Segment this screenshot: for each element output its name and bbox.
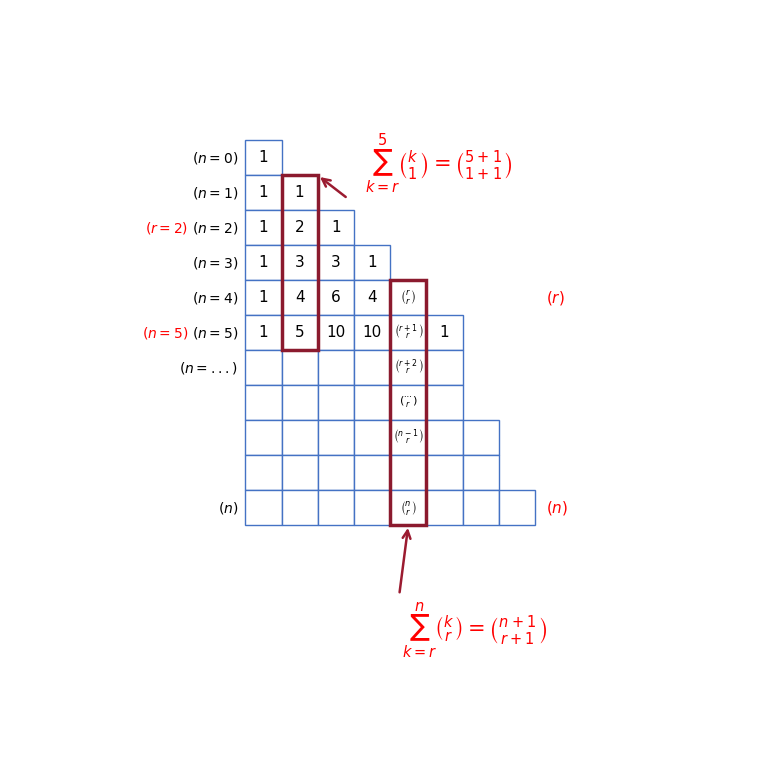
Bar <box>318 350 354 385</box>
Bar <box>245 315 281 350</box>
Bar <box>281 490 318 525</box>
Bar <box>281 315 318 350</box>
Text: 5: 5 <box>294 326 305 340</box>
Bar <box>390 315 426 350</box>
Bar <box>390 280 426 315</box>
Text: $\binom{r}{r}$: $\binom{r}{r}$ <box>400 288 416 307</box>
Text: 2: 2 <box>294 220 305 235</box>
Bar <box>245 350 281 385</box>
Bar <box>390 490 426 525</box>
Bar <box>354 280 390 315</box>
Text: 1: 1 <box>367 255 377 270</box>
Bar <box>281 385 318 420</box>
Bar <box>463 455 499 490</box>
Bar <box>426 385 463 420</box>
Text: $(n=3)$: $(n=3)$ <box>192 255 238 271</box>
Bar <box>281 420 318 455</box>
Text: 4: 4 <box>294 290 305 305</box>
Text: 6: 6 <box>331 290 340 305</box>
Text: $\sum_{k=r}^{5}\binom{k}{1} = \binom{5+1}{1+1}$: $\sum_{k=r}^{5}\binom{k}{1} = \binom{5+1… <box>365 132 513 195</box>
Bar <box>426 420 463 455</box>
Text: $\sum_{k=r}^{n}\binom{k}{r} = \binom{n+1}{r+1}$: $\sum_{k=r}^{n}\binom{k}{r} = \binom{n+1… <box>402 600 547 660</box>
Bar <box>281 176 318 350</box>
Bar <box>318 210 354 245</box>
Text: 3: 3 <box>331 255 340 270</box>
Bar <box>390 280 426 525</box>
Bar <box>245 420 281 455</box>
Bar <box>426 490 463 525</box>
Bar <box>245 280 281 315</box>
Text: $(n=4)$: $(n=4)$ <box>192 290 238 306</box>
Text: 1: 1 <box>259 220 268 235</box>
Text: $(n=0)$: $(n=0)$ <box>192 150 238 166</box>
Text: $(n=...)$: $(n=...)$ <box>179 360 238 375</box>
Bar <box>318 420 354 455</box>
Text: $\binom{\cdots}{r}$: $\binom{\cdots}{r}$ <box>399 395 418 410</box>
Bar <box>281 245 318 280</box>
Bar <box>318 245 354 280</box>
Text: $(r=2)$: $(r=2)$ <box>145 220 188 236</box>
Bar <box>463 420 499 455</box>
Bar <box>245 140 281 176</box>
Text: 1: 1 <box>259 326 268 340</box>
Bar <box>426 455 463 490</box>
Bar <box>354 385 390 420</box>
Bar <box>318 280 354 315</box>
Text: 10: 10 <box>326 326 345 340</box>
Text: 1: 1 <box>259 185 268 201</box>
Text: $\binom{r+2}{r}$: $\binom{r+2}{r}$ <box>393 358 423 378</box>
Bar <box>318 455 354 490</box>
Bar <box>245 385 281 420</box>
Bar <box>426 350 463 385</box>
Text: 1: 1 <box>294 185 305 201</box>
Text: $(n=2)$: $(n=2)$ <box>192 220 238 236</box>
Bar <box>354 455 390 490</box>
Bar <box>318 385 354 420</box>
Text: 10: 10 <box>362 326 382 340</box>
Bar <box>354 245 390 280</box>
Bar <box>390 420 426 455</box>
Text: 4: 4 <box>367 290 377 305</box>
Text: $(n)$: $(n)$ <box>217 500 238 516</box>
Bar <box>245 176 281 210</box>
Bar <box>390 350 426 385</box>
Bar <box>354 350 390 385</box>
Bar <box>281 280 318 315</box>
Bar <box>354 420 390 455</box>
Text: 1: 1 <box>331 220 340 235</box>
Text: 1: 1 <box>259 255 268 270</box>
Bar <box>463 490 499 525</box>
Text: $(r)$: $(r)$ <box>546 288 565 307</box>
Text: $(n=1)$: $(n=1)$ <box>192 185 238 201</box>
Bar <box>426 315 463 350</box>
Bar <box>281 455 318 490</box>
Bar <box>281 350 318 385</box>
Text: $(n=5)$: $(n=5)$ <box>142 325 188 341</box>
Bar <box>318 315 354 350</box>
Bar <box>245 455 281 490</box>
Bar <box>245 210 281 245</box>
Text: $(n)$: $(n)$ <box>546 499 568 516</box>
Text: $(n=5)$: $(n=5)$ <box>192 325 238 341</box>
Bar <box>390 385 426 420</box>
Text: $\binom{n-1}{r}$: $\binom{n-1}{r}$ <box>393 428 424 447</box>
Text: 1: 1 <box>259 151 268 165</box>
Bar <box>390 455 426 490</box>
Text: $\binom{r+1}{r}$: $\binom{r+1}{r}$ <box>393 323 423 342</box>
Text: $\binom{n}{r}$: $\binom{n}{r}$ <box>400 499 417 516</box>
Bar <box>245 245 281 280</box>
Text: 3: 3 <box>294 255 305 270</box>
Bar <box>318 490 354 525</box>
Bar <box>354 315 390 350</box>
Text: 1: 1 <box>439 326 449 340</box>
Bar <box>245 490 281 525</box>
Bar <box>499 490 535 525</box>
Text: 1: 1 <box>259 290 268 305</box>
Bar <box>281 176 318 210</box>
Bar <box>281 210 318 245</box>
Bar <box>354 490 390 525</box>
